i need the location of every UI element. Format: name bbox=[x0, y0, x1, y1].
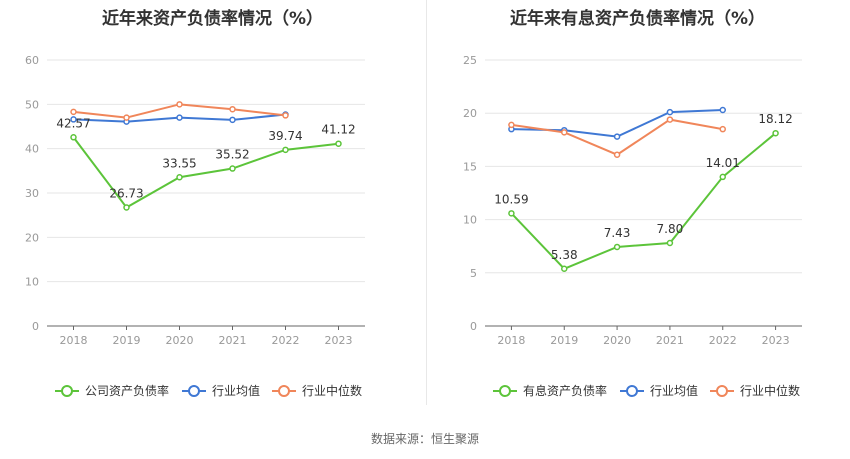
data-point bbox=[508, 121, 515, 129]
y-tick-label: 30 bbox=[25, 187, 39, 200]
data-point bbox=[613, 151, 621, 158]
data-point bbox=[282, 146, 289, 154]
legend-item[interactable]: 行业均值 bbox=[182, 383, 260, 398]
x-tick-label: 2023 bbox=[325, 334, 353, 347]
data-label: 7.43 bbox=[604, 226, 631, 240]
data-label: 10.59 bbox=[494, 192, 528, 206]
data-point bbox=[229, 105, 236, 113]
y-tick-label: 40 bbox=[25, 143, 39, 156]
data-label: 33.55 bbox=[162, 156, 196, 170]
chart-title: 近年来有息资产负债率情况（%） bbox=[509, 9, 766, 29]
y-tick-label: 15 bbox=[463, 160, 477, 173]
data-label: 26.73 bbox=[109, 186, 143, 200]
y-tick-label: 5 bbox=[470, 267, 477, 280]
legend-item[interactable]: 行业均值 bbox=[620, 383, 698, 398]
data-point bbox=[70, 116, 77, 123]
legend-label: 行业中位数 bbox=[740, 383, 800, 398]
y-tick-label: 0 bbox=[32, 320, 39, 333]
x-tick-label: 2021 bbox=[656, 334, 684, 347]
x-tick-label: 2023 bbox=[762, 334, 790, 347]
data-point bbox=[719, 125, 726, 133]
interest-debt-ratio-chart: 0 5 10 15 20 25 2018 2019 2020 2021 2022 2023 10.59 5… bbox=[463, 54, 802, 398]
data-point bbox=[123, 204, 130, 211]
chart-title: 近年来资产负债率情况（%） bbox=[101, 9, 324, 29]
legend-label: 有息资产负债率 bbox=[523, 383, 607, 398]
x-tick-label: 2018 bbox=[497, 334, 525, 347]
data-point bbox=[282, 112, 289, 119]
x-tick-label: 2021 bbox=[219, 334, 247, 347]
legend-label: 行业均值 bbox=[212, 383, 260, 398]
series-line bbox=[72, 136, 339, 209]
y-tick-label: 20 bbox=[463, 107, 477, 120]
data-label: 39.74 bbox=[268, 129, 302, 143]
data-point bbox=[561, 129, 568, 136]
data-point bbox=[613, 133, 621, 140]
y-tick-label: 0 bbox=[470, 320, 477, 333]
x-tick-label: 2020 bbox=[166, 334, 194, 347]
legend-item[interactable]: 有息资产负债率 bbox=[493, 383, 607, 398]
x-tick-label: 2020 bbox=[603, 334, 631, 347]
data-source-note: 数据来源：恒生聚源 bbox=[370, 432, 479, 446]
data-point bbox=[176, 114, 183, 121]
legend-item[interactable]: 公司资产负债率 bbox=[55, 383, 169, 398]
data-label: 5.38 bbox=[551, 248, 578, 262]
data-point bbox=[719, 173, 726, 181]
legend-item[interactable]: 行业中位数 bbox=[710, 383, 800, 398]
data-point bbox=[666, 116, 674, 123]
data-point bbox=[561, 265, 568, 273]
data-point bbox=[176, 174, 183, 181]
data-point bbox=[229, 165, 236, 172]
data-label: 14.01 bbox=[706, 156, 740, 170]
x-tick-label: 2019 bbox=[113, 334, 141, 347]
y-tick-label: 60 bbox=[25, 54, 39, 67]
data-point bbox=[70, 108, 77, 116]
legend-marker-icon bbox=[716, 385, 728, 397]
data-label: 18.12 bbox=[758, 112, 792, 126]
legend-label: 行业中位数 bbox=[302, 383, 362, 398]
x-tick-label: 2022 bbox=[709, 334, 737, 347]
x-tick-label: 2019 bbox=[550, 334, 578, 347]
data-label: 41.12 bbox=[321, 123, 355, 137]
data-point bbox=[229, 116, 236, 124]
x-tick-label: 2022 bbox=[272, 334, 300, 347]
series-line bbox=[510, 132, 777, 270]
data-point bbox=[772, 129, 779, 137]
data-point bbox=[508, 210, 515, 217]
legend-label: 公司资产负债率 bbox=[85, 383, 169, 398]
panel-divider bbox=[426, 0, 427, 405]
y-tick-label: 25 bbox=[463, 54, 477, 67]
data-point bbox=[176, 101, 183, 108]
y-tick-label: 50 bbox=[25, 98, 39, 111]
y-tick-label: 10 bbox=[463, 214, 477, 227]
legend-marker-icon bbox=[499, 385, 511, 397]
legend-marker-icon bbox=[626, 385, 638, 397]
y-tick-label: 10 bbox=[25, 276, 39, 289]
legend-item[interactable]: 行业中位数 bbox=[272, 383, 362, 398]
left-chart-panel: 近年来资产负债率情况（%） 0 10 20 30 40 50 60 2018 2019 2020 2… bbox=[0, 0, 425, 420]
legend-marker-icon bbox=[278, 385, 290, 397]
data-point bbox=[335, 140, 342, 147]
right-chart-panel: 近年来有息资产负债率情况（%） 0 5 10 15 20 25 2018 2019 2020 20… bbox=[425, 0, 850, 420]
legend-marker-icon bbox=[61, 385, 73, 397]
data-point bbox=[666, 239, 674, 247]
y-tick-label: 20 bbox=[25, 231, 39, 244]
data-label: 42.57 bbox=[56, 116, 90, 130]
data-point bbox=[70, 134, 77, 141]
data-label: 7.80 bbox=[657, 222, 684, 236]
data-point bbox=[666, 108, 674, 116]
data-label: 35.52 bbox=[215, 148, 249, 162]
data-point bbox=[123, 114, 130, 121]
data-point bbox=[719, 106, 726, 114]
debt-ratio-chart: 0 10 20 30 40 50 60 2018 2019 2020 2021 2022 2023 42.… bbox=[25, 54, 365, 398]
legend-label: 行业均值 bbox=[650, 383, 698, 398]
legend-marker-icon bbox=[188, 385, 200, 397]
data-point bbox=[613, 243, 621, 251]
x-tick-label: 2018 bbox=[60, 334, 88, 347]
